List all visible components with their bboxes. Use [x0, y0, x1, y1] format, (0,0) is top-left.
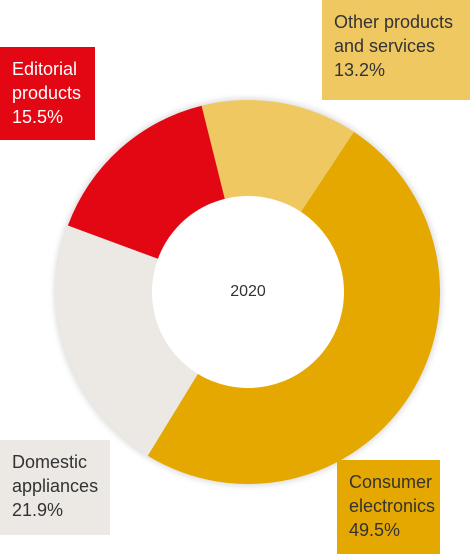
- legend-box: Other products and services 13.2%: [322, 0, 470, 100]
- legend-label: Domestic appliances: [12, 452, 99, 496]
- hole: [152, 196, 344, 388]
- legend-label: Consumer electronics: [349, 472, 436, 516]
- legend-label: Other products and services: [334, 12, 454, 56]
- value-label: 49.5%: [349, 520, 401, 540]
- legend-label: Editorial products: [12, 59, 82, 103]
- value-label: 15.5%: [12, 107, 64, 127]
- legend-box: Domestic appliances 21.9%: [0, 440, 110, 535]
- center-label: 2020: [230, 283, 266, 300]
- legend-box: Editorial products 15.5%: [0, 47, 95, 140]
- legend-box: Consumer electronics 49.5%: [337, 460, 440, 554]
- value-label: 13.2%: [334, 60, 386, 80]
- value-label: 21.9%: [12, 500, 64, 520]
